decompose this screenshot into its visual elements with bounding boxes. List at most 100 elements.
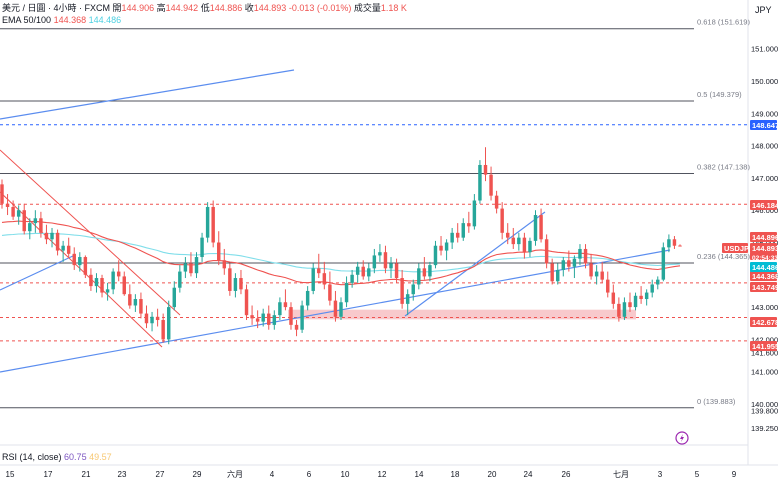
candle-body [522,237,527,253]
x-tick-label: 17 [44,470,53,479]
candle-body [61,245,65,251]
open-value: 144.906 [121,3,155,13]
ema-lines [1,220,681,286]
x-tick-label: 24 [524,470,533,479]
candle-body [100,278,104,293]
fib-label: 0.5 (149.379) [697,90,742,99]
volume-label: 成交量 [353,3,381,13]
candle-body [505,232,510,238]
axes [0,0,778,466]
candle-body [489,174,493,196]
price-badge: 143.749 [750,282,778,292]
candle-body [305,290,310,306]
candle-body [672,239,677,246]
ema-label: EMA 50/100 [2,15,52,25]
early-trendline[interactable] [0,254,76,291]
price-badge-text: 141.955 [752,342,778,351]
x-tick-label: 29 [193,470,202,479]
candle-body [5,203,10,207]
channel-lower-line[interactable] [0,191,163,348]
candle-body [550,263,554,282]
candle-body [639,295,643,300]
candle-body [678,245,682,247]
candle-body [528,240,532,253]
price-badge-text: 144.896 [752,233,778,242]
candle-body [333,300,338,317]
y-tick-label: 149.000 [751,109,778,118]
ema50-value: 144.368 [53,15,87,25]
fibonacci-levels: 0.618 (151.619) 0.5 (149.379) 0.382 (147.1… [0,18,750,409]
candle-body [461,223,465,238]
volume-value: 1.18 K [380,3,407,13]
x-tick-label: 27 [156,470,165,479]
price-badge-text: 144.486 [752,263,778,272]
candle-body [628,302,632,308]
candle-body [650,284,654,293]
price-badge: USDJPY [722,243,754,253]
ema50-line [1,220,681,286]
candle-body [494,195,499,209]
candle-body [83,257,88,275]
candle-body [317,268,321,274]
candle-body [328,284,332,301]
candle-body [116,271,121,277]
y-tick-label: 139.800 [751,406,778,415]
candle-body [439,245,443,251]
candle-body [589,263,593,277]
candle-body [606,279,610,293]
y-tick-label: 142.000 [751,335,778,344]
x-tick-label: 15 [6,470,15,479]
candle-body [200,237,204,258]
candle-body [622,302,627,317]
candle-body [517,237,521,245]
candle-body [133,299,138,306]
candle-body [383,252,388,269]
price-badge: 144.893 [750,243,778,253]
lightning-icon[interactable] [675,431,689,445]
support-zone-rect[interactable] [288,309,636,320]
candle-body [483,164,488,175]
price-badge: 144.486 [750,262,778,272]
candle-body [611,292,616,304]
fib-label: 0.618 (151.619) [697,18,750,27]
candle-body [0,184,4,204]
candle-body [389,263,393,269]
candle-body [244,289,249,316]
candle-body [355,266,360,275]
candle-body [633,295,638,308]
upper-trendline[interactable] [0,69,295,120]
candle-body [22,210,26,232]
candle-body [600,271,604,280]
candle-body [183,263,188,272]
price-badge-text: 02:54:33 [752,255,778,262]
trend-drawings[interactable] [0,69,671,373]
y-tick-label: 150.000 [751,77,778,86]
price-badge: 141.955 [750,341,778,351]
candle-body [66,245,71,254]
candle-body [372,255,377,269]
candle-body [450,232,454,243]
candle-body [255,318,260,322]
rsi-value: 60.75 [64,452,87,462]
y-tick-label: 140.000 [751,400,778,409]
high-label: 高 [156,3,166,13]
rally-trendline[interactable] [404,211,546,317]
x-tick-label: 18 [451,470,460,479]
candles [0,147,682,345]
candle-body [467,223,471,227]
change-value: -0.013 (-0.01%) [288,3,352,13]
fib-label: 0.382 (147.138) [697,162,750,171]
candle-body [311,268,315,291]
candle-body [55,232,60,251]
candle-body [367,268,371,277]
candle-body [561,260,566,270]
candle-body [166,307,171,340]
candle-body [44,232,49,240]
low-label: 低 [200,3,210,13]
y-tick-label: 143.000 [751,303,778,312]
candle-body [322,273,327,285]
candle-body [150,316,154,324]
candle-body [656,279,660,285]
candle-body [556,269,560,282]
